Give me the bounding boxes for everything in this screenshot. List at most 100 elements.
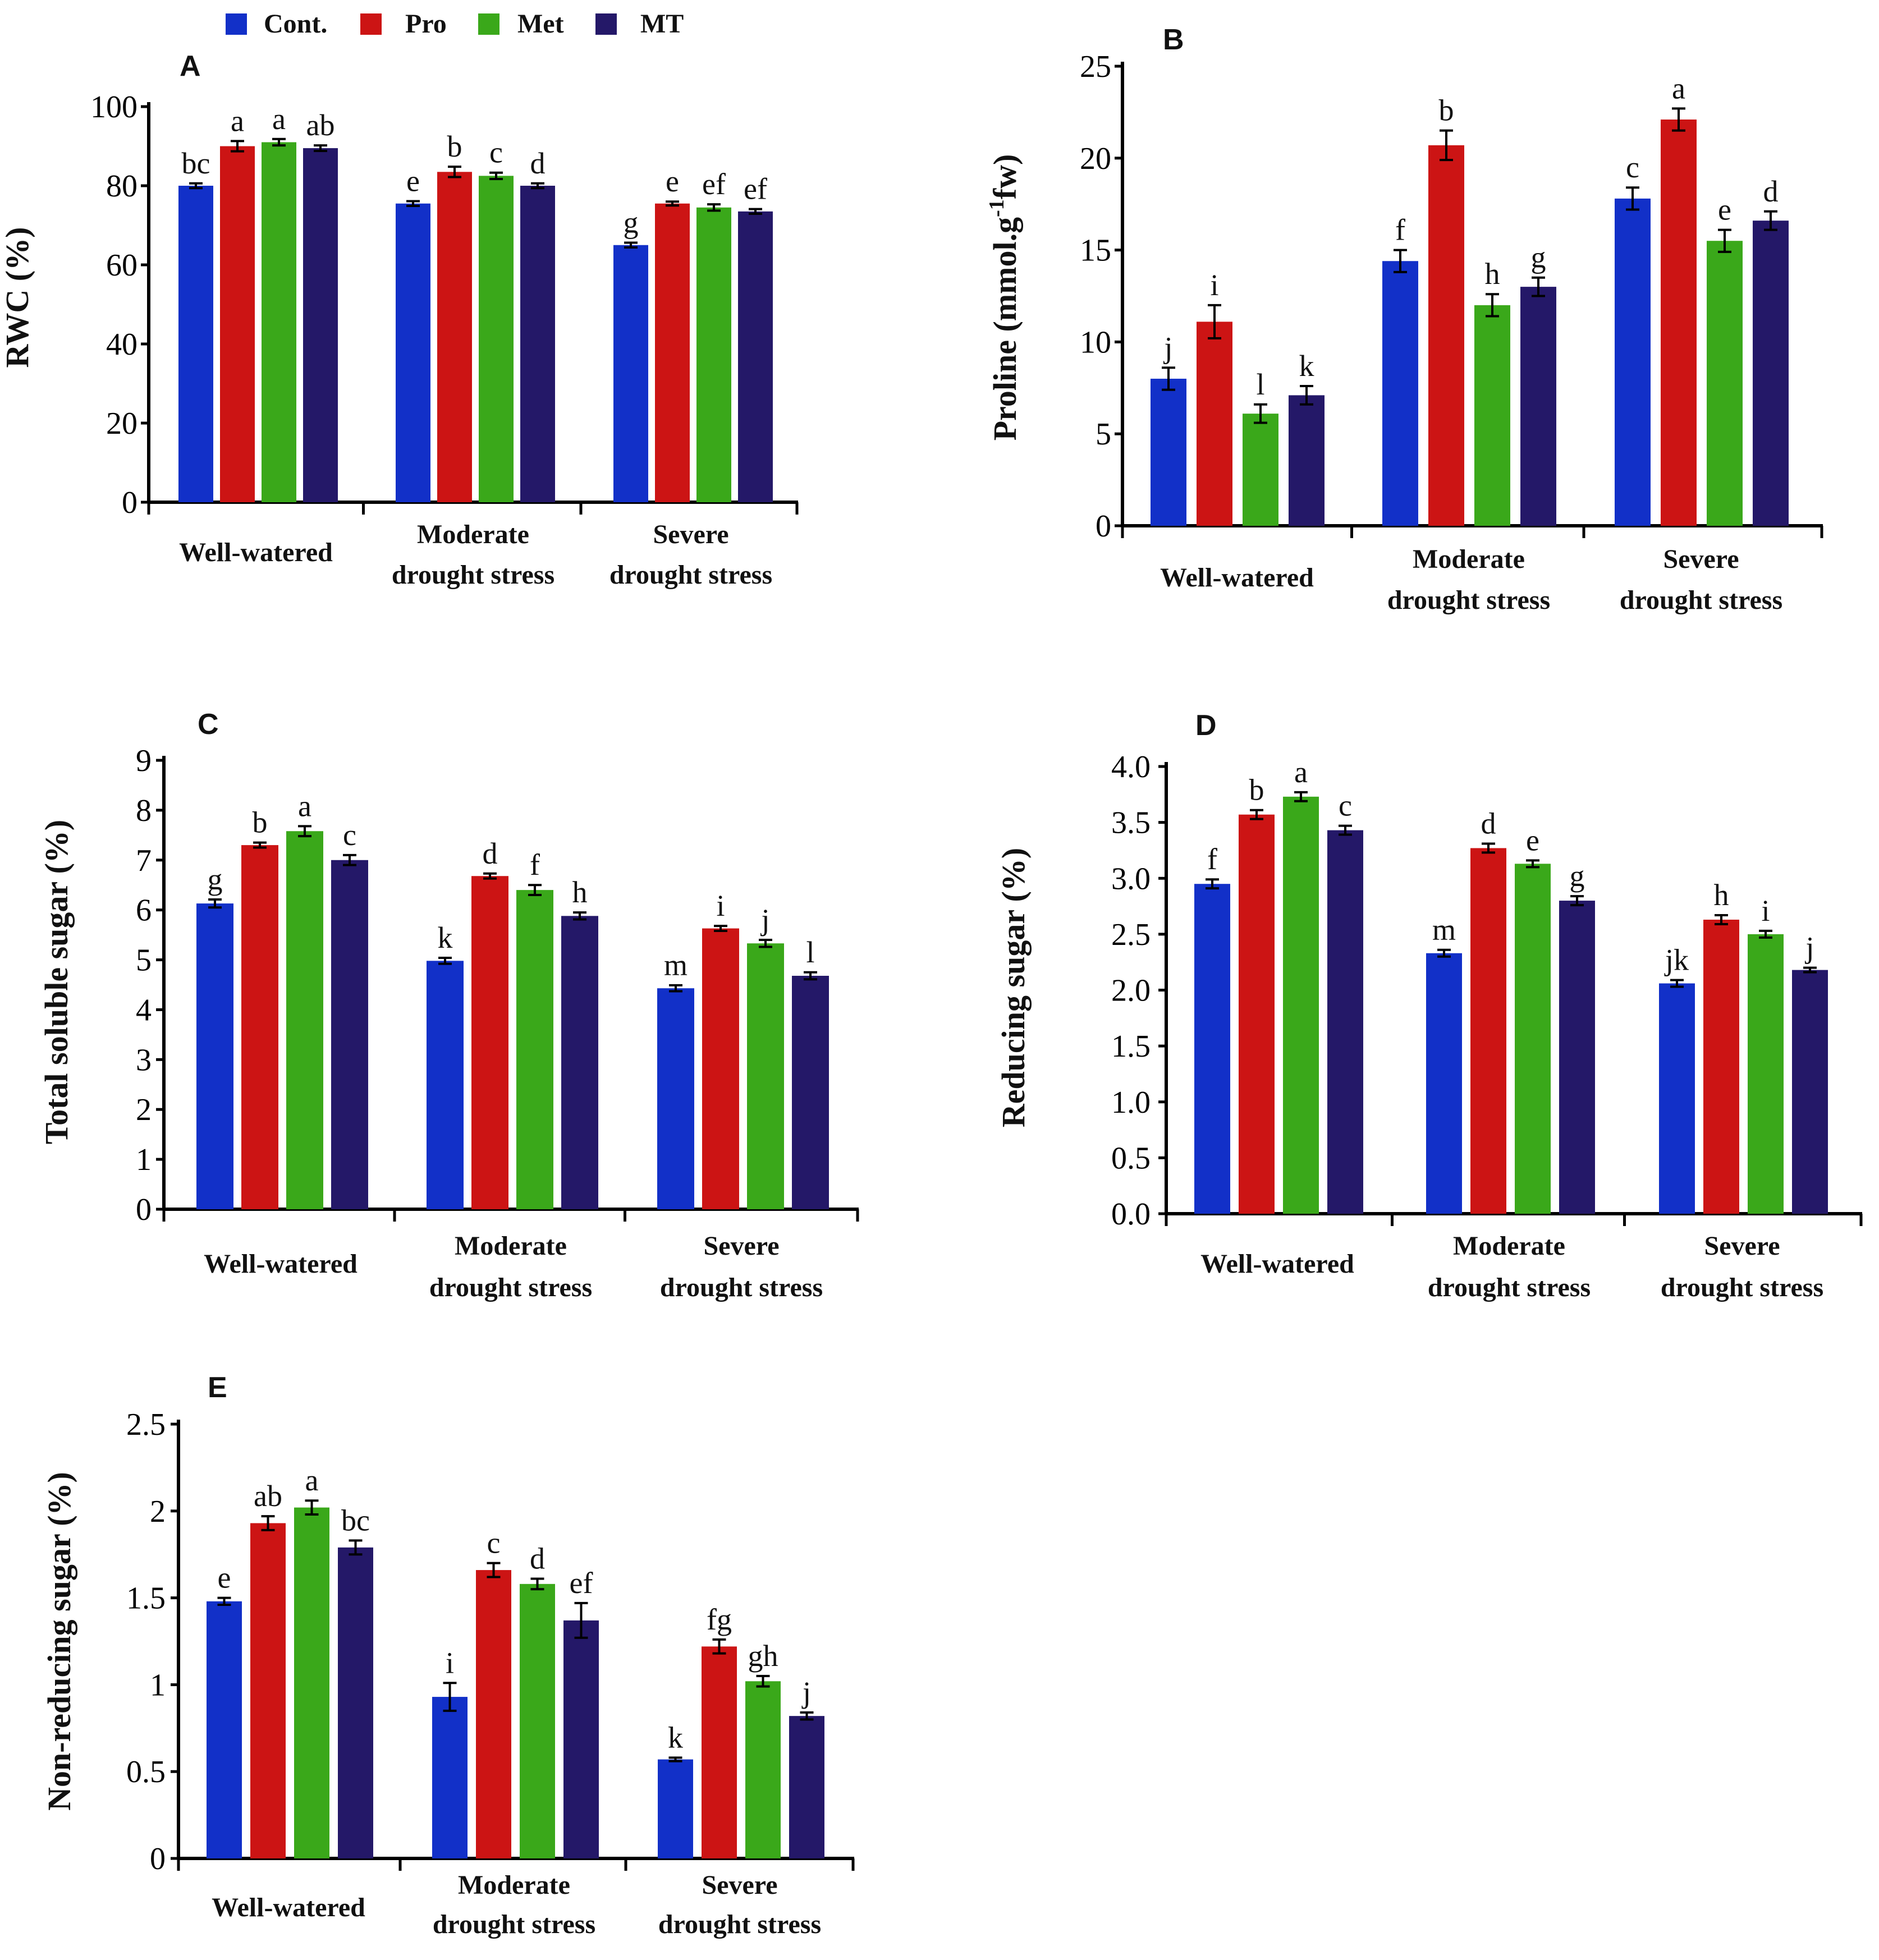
category-label: Well-watered	[179, 538, 333, 567]
y-tick-label: 0.5	[126, 1755, 166, 1789]
category-label: Moderate	[458, 1870, 570, 1900]
legend-swatch-2	[478, 13, 499, 35]
significance-letter: c	[489, 136, 503, 169]
bar-cont	[657, 988, 694, 1209]
bar-mt	[563, 1620, 599, 1858]
significance-letter: k	[1299, 349, 1314, 383]
category-label: Severe	[703, 1231, 779, 1261]
y-tick-label: 4	[136, 993, 152, 1027]
y-tick-label: 25	[1080, 49, 1111, 84]
significance-letter: m	[1432, 913, 1456, 947]
legend-label-3: MT	[640, 9, 684, 39]
bar-mt	[1559, 901, 1595, 1214]
significance-letter: f	[1395, 213, 1405, 247]
bar-pro	[655, 203, 690, 503]
bar-met	[1474, 305, 1510, 526]
significance-letter: j	[801, 1676, 811, 1709]
significance-letter: i	[1761, 894, 1770, 928]
y-axis-title: Total soluble sugar (%)	[38, 820, 75, 1145]
bar-met	[1748, 934, 1784, 1214]
significance-letter: d	[1763, 175, 1779, 208]
y-tick-label: 6	[136, 893, 152, 928]
significance-letter: c	[1626, 150, 1639, 184]
significance-letter: h	[1485, 257, 1500, 291]
y-tick-label: 20	[1080, 141, 1111, 176]
y-tick-label: 1	[150, 1668, 166, 1702]
bar-mt	[338, 1547, 373, 1858]
category-label: Severe	[1663, 544, 1739, 574]
significance-letter: gh	[748, 1639, 778, 1673]
y-tick-label: 1.5	[1111, 1029, 1151, 1064]
significance-letter: e	[406, 164, 420, 198]
category-label: Moderate	[1413, 544, 1525, 574]
significance-letter: a	[1672, 71, 1685, 105]
bar-mt	[1753, 221, 1789, 526]
category-label: drought stress	[433, 1909, 595, 1939]
y-axis-title: Reducing sugar (%)	[995, 848, 1032, 1127]
panel-label: C	[198, 708, 219, 741]
y-axis-title: Non-reducing sugar (%)	[41, 1472, 77, 1811]
bar-mt	[561, 916, 598, 1209]
bar-met	[1707, 241, 1743, 526]
bar-cont	[1151, 378, 1186, 526]
category-label: drought stress	[1387, 585, 1550, 615]
bar-mt	[1327, 830, 1363, 1214]
bar-cont	[1426, 953, 1462, 1214]
category-label: Well-watered	[1160, 563, 1314, 593]
significance-letter: d	[530, 146, 546, 180]
category-label: Severe	[1704, 1231, 1780, 1261]
bar-met	[294, 1507, 329, 1858]
significance-letter: g	[624, 206, 639, 240]
significance-letter: j	[1163, 331, 1172, 364]
chart-panel-c: C 0 1 2 3 4 5 6 7 8 9 gb ac Well-watered k d fh Moderate d…	[38, 708, 859, 1302]
category-label: Moderate	[1453, 1231, 1565, 1261]
significance-letter: h	[572, 875, 588, 909]
significance-letter: c	[487, 1526, 501, 1560]
y-tick-label: 0	[150, 1842, 166, 1876]
y-tick-label: 9	[136, 743, 152, 778]
significance-letter: l	[806, 935, 814, 969]
y-tick-label: 3.5	[1111, 806, 1151, 841]
y-axis-title: Proline (mmol.g-1fw)	[985, 154, 1023, 441]
bar-met	[745, 1681, 781, 1858]
bar-cont	[196, 903, 233, 1209]
bar-cont	[1382, 261, 1418, 526]
significance-letter: ef	[702, 167, 726, 201]
bar-cont	[1615, 198, 1651, 526]
y-axis-title-superscript: -1	[985, 199, 1009, 217]
bar-mt	[738, 211, 773, 502]
bar-cont	[396, 203, 430, 503]
category-label: drought stress	[609, 560, 772, 590]
significance-letter: g	[208, 862, 223, 896]
y-axis-title: RWC (%)	[0, 227, 35, 368]
significance-letter: g	[1531, 241, 1546, 274]
significance-letter: ef	[744, 172, 767, 206]
significance-letter: i	[446, 1646, 454, 1679]
significance-letter: b	[1249, 773, 1264, 807]
bar-met	[516, 890, 553, 1209]
bar-pro	[250, 1523, 286, 1858]
category-label: drought stress	[1661, 1273, 1823, 1302]
bar-met	[1243, 414, 1278, 526]
bar-pro	[1428, 145, 1464, 526]
bar-cont	[613, 245, 648, 502]
y-tick-label: 0	[122, 485, 138, 520]
bar-mt	[303, 148, 338, 502]
significance-letter: c	[343, 818, 356, 852]
category-label: Severe	[702, 1870, 777, 1900]
significance-letter: h	[1714, 878, 1729, 912]
y-tick-label: 4.0	[1111, 750, 1151, 784]
legend: Cont. Pro Met MT	[226, 9, 684, 39]
bar-pro	[1661, 120, 1697, 526]
y-axis-title-part: Proline (mmol.g	[987, 217, 1023, 440]
bar-met	[520, 1583, 555, 1858]
significance-letter: ab	[306, 108, 335, 142]
category-label: Well-watered	[212, 1893, 365, 1922]
significance-letter: c	[1339, 789, 1352, 823]
legend-swatch-1	[360, 13, 382, 35]
bar-pro	[1470, 848, 1506, 1214]
significance-letter: d	[1481, 806, 1496, 840]
bar-cont	[207, 1601, 242, 1858]
